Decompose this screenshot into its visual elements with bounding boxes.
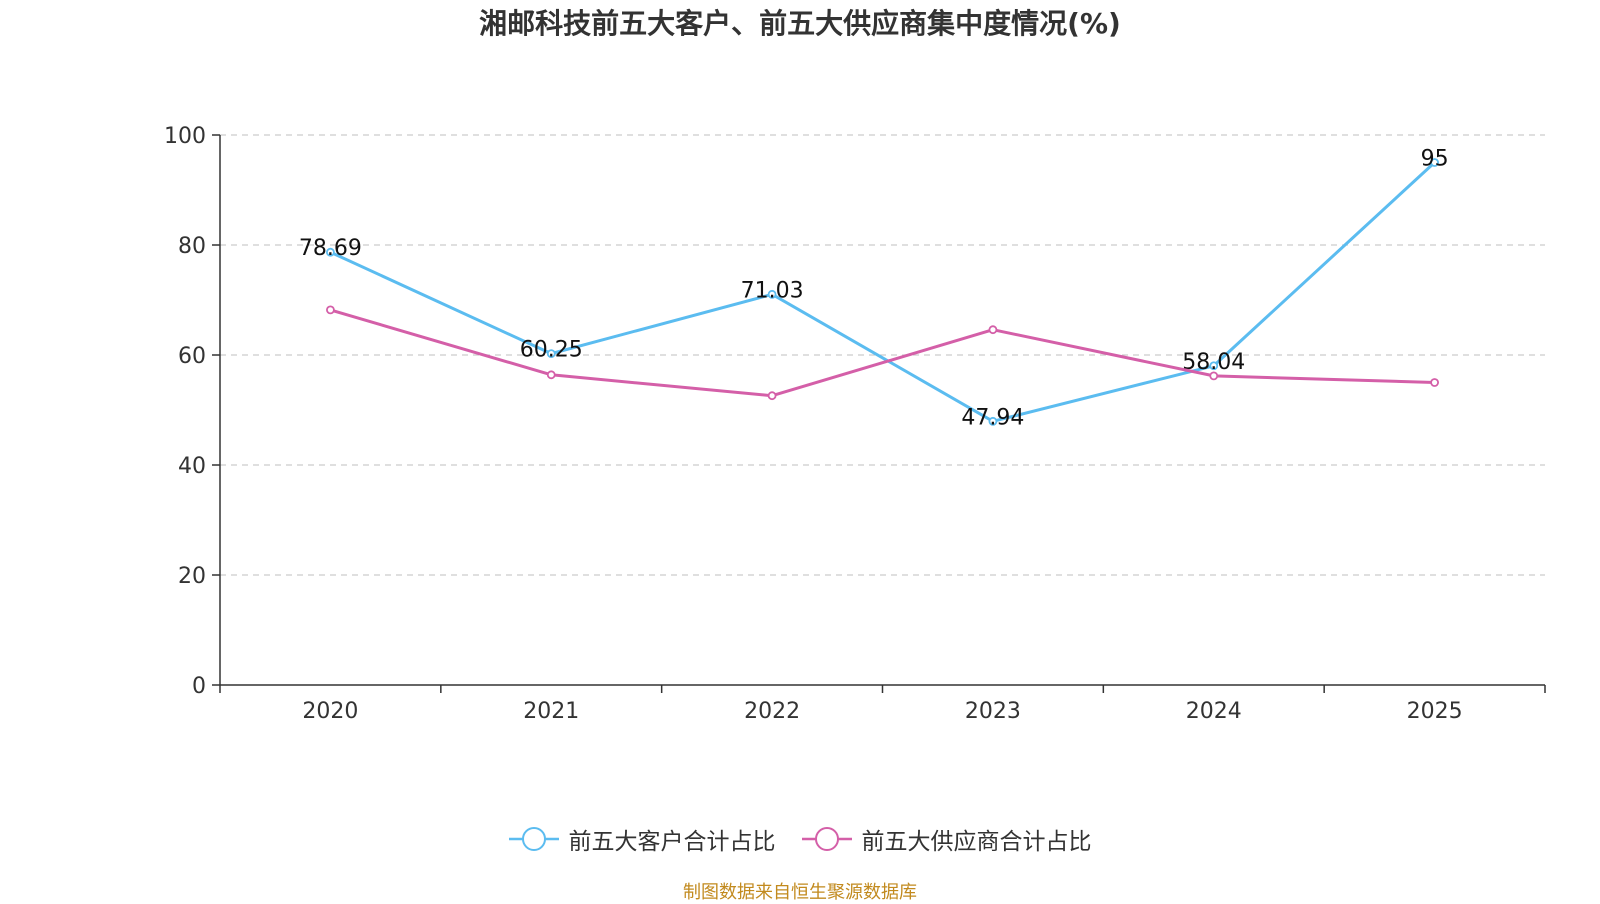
x-tick-label: 2020 — [302, 699, 358, 724]
line-chart: 0 20 40 60 80 100 2020 2021 2022 2023 2024 2025 78.6… — [164, 124, 1546, 724]
data-point — [988, 325, 998, 335]
data-point — [546, 370, 556, 380]
data-point — [1209, 371, 1219, 381]
x-tick-label: 2021 — [523, 699, 579, 724]
y-tick-label: 40 — [178, 454, 206, 479]
data-label: 78.69 — [299, 236, 362, 261]
source-note: 制图数据来自恒生聚源数据库 — [683, 882, 917, 903]
x-tick-label: 2025 — [1407, 699, 1463, 724]
y-tick-label: 60 — [178, 344, 206, 369]
y-tick-label: 80 — [178, 234, 206, 259]
data-point — [326, 305, 335, 315]
legend-item-suppliers[interactable]: 前五大供应商合计占比 — [801, 822, 1092, 856]
x-tick-label: 2022 — [744, 699, 800, 724]
y-tick-label: 100 — [164, 124, 206, 149]
y-tick-label: 0 — [192, 674, 206, 699]
chart-title: 湘邮科技前五大客户、前五大供应商集中度情况(%) — [479, 7, 1121, 40]
data-point — [988, 416, 998, 426]
x-tick-label: 2024 — [1186, 699, 1242, 724]
legend-label-customers: 前五大客户合计占比 — [568, 829, 776, 855]
legend-line-marker-icon — [508, 827, 559, 851]
data-point — [546, 349, 556, 359]
series-line-suppliers — [329, 308, 1435, 398]
data-point — [1209, 361, 1219, 371]
data-label: 60.25 — [520, 338, 583, 363]
data-point — [1430, 378, 1439, 387]
legend-line-marker-icon — [801, 827, 852, 851]
data-point — [326, 247, 335, 257]
data-point — [767, 391, 777, 401]
data-point — [1430, 158, 1439, 167]
y-tick-label: 20 — [178, 564, 206, 589]
legend-label-suppliers: 前五大供应商合计占比 — [861, 829, 1092, 855]
data-label: 95 — [1421, 147, 1449, 172]
legend-item-customers[interactable]: 前五大客户合计占比 — [508, 822, 776, 856]
data-point — [767, 289, 777, 299]
data-label: 47.94 — [961, 405, 1024, 430]
series-line-customers — [329, 161, 1436, 423]
data-label: 71.03 — [741, 278, 804, 303]
x-tick-label: 2023 — [965, 699, 1021, 724]
legend: 前五大客户合计占比 前五大供应商合计占比 — [0, 822, 1600, 856]
